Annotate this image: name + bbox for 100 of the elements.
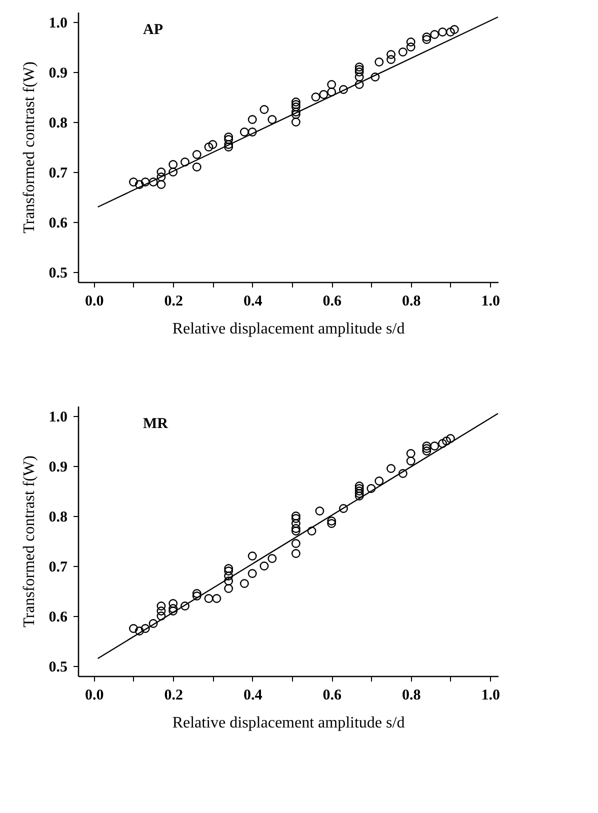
point: [192, 150, 202, 159]
point: [327, 519, 336, 528]
x-tick-label: 0.0: [84, 294, 104, 310]
point: [156, 172, 166, 182]
point: [354, 65, 364, 74]
point: [406, 449, 416, 458]
point: [248, 569, 257, 578]
point: [354, 62, 364, 72]
point: [240, 128, 249, 136]
point: [366, 484, 376, 493]
x-tick-label: 1.0: [481, 688, 500, 704]
point: [291, 539, 300, 548]
y-axis-title: Transformed contrast f(W): [20, 456, 38, 628]
point: [354, 80, 364, 89]
point: [224, 572, 234, 580]
point: [430, 442, 440, 450]
annotation: MR: [143, 416, 168, 432]
point: [168, 599, 178, 608]
point: [327, 516, 336, 526]
point: [240, 579, 249, 588]
point: [307, 526, 316, 536]
y-tick-label: 0.7: [48, 560, 68, 576]
point: [224, 564, 234, 573]
point: [260, 105, 269, 114]
point: [156, 612, 166, 620]
point: [291, 549, 300, 558]
x-tick-label: 0.8: [402, 688, 421, 704]
point: [422, 446, 432, 456]
point: [168, 160, 178, 169]
point: [248, 115, 257, 124]
y-tick-label: 1.0: [48, 410, 68, 426]
point: [327, 88, 336, 96]
y-tick-label: 0.5: [48, 266, 68, 282]
point: [311, 92, 320, 102]
y-tick-label: 0.9: [48, 460, 68, 476]
point: [438, 28, 447, 36]
y-tick-label: 0.9: [48, 66, 68, 82]
point: [327, 80, 336, 89]
point: [224, 142, 234, 152]
point: [442, 436, 451, 446]
point: [134, 626, 144, 636]
point: [354, 484, 364, 493]
point: [339, 85, 348, 94]
y-axis-title: Transformed contrast f(W): [20, 62, 38, 234]
x-tick-label: 0.4: [243, 294, 263, 310]
point: [129, 624, 138, 633]
point: [204, 594, 214, 603]
point: [148, 178, 158, 186]
point: [291, 512, 300, 520]
point: [168, 168, 178, 176]
point: [156, 180, 166, 189]
point: [268, 554, 277, 563]
point: [168, 606, 178, 616]
point: [398, 48, 408, 56]
point: [398, 469, 408, 478]
point: [134, 180, 144, 189]
x-tick-label: 0.4: [243, 688, 263, 704]
point: [374, 476, 384, 486]
x-tick-label: 0.8: [402, 294, 421, 310]
point: [438, 439, 447, 448]
point: [224, 566, 234, 576]
point: [422, 35, 432, 44]
point: [248, 128, 257, 136]
point: [268, 115, 277, 124]
point: [374, 58, 384, 66]
point: [406, 456, 416, 466]
point: [291, 118, 300, 126]
point: [192, 162, 202, 172]
point: [291, 98, 300, 106]
point: [148, 619, 158, 628]
x-tick-label: 1.0: [481, 294, 500, 310]
point: [354, 72, 364, 82]
y-tick-label: 0.6: [48, 610, 68, 626]
y-tick-label: 0.6: [48, 216, 68, 232]
x-tick-label: 0.6: [322, 688, 342, 704]
x-tick-label: 0.2: [164, 688, 183, 704]
point: [406, 42, 416, 52]
point: [291, 100, 300, 109]
point: [224, 576, 234, 586]
point: [180, 602, 190, 610]
y-tick-label: 1.0: [48, 16, 68, 32]
point: [156, 606, 166, 616]
point: [354, 68, 364, 76]
point: [319, 90, 328, 99]
point: [224, 584, 234, 593]
y-tick-label: 0.7: [48, 166, 68, 182]
point: [180, 158, 190, 166]
point: [386, 55, 396, 64]
point: [450, 25, 459, 34]
point: [204, 142, 214, 152]
point: [422, 442, 432, 450]
point: [260, 562, 269, 570]
point: [354, 482, 364, 490]
point: [354, 489, 364, 498]
point: [224, 132, 234, 142]
point: [208, 140, 218, 149]
y-tick-label: 0.8: [48, 116, 68, 132]
point: [406, 38, 416, 46]
point: [422, 32, 432, 42]
point: [291, 526, 300, 536]
